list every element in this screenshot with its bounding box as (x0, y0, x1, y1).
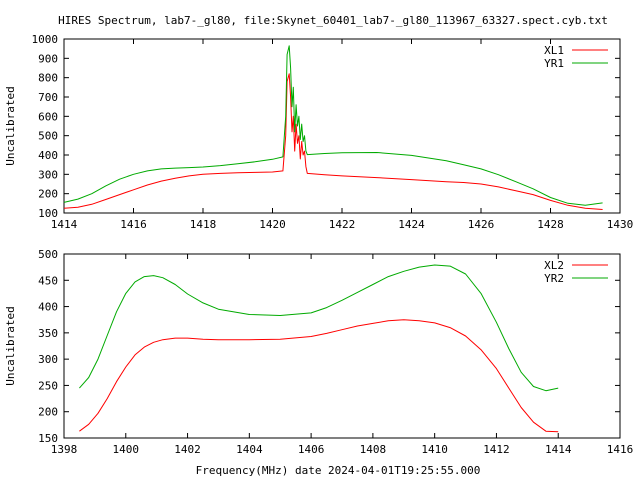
bottom-legend-label-yr2: YR2 (544, 272, 564, 285)
top-x-tick-label: 1416 (120, 218, 147, 231)
top-x-tick-label: 1422 (329, 218, 356, 231)
top-series-xl1-line (63, 73, 603, 210)
bottom-y-tick-label: 200 (38, 406, 58, 419)
top-x-ticks: 1414 1416 1418 1420 1422 1424 1426 1428 1430 (51, 39, 634, 231)
bottom-y-ticks: 150 200 250 300 350 400 450 500 (38, 248, 620, 445)
top-y-tick-label: 300 (38, 168, 58, 181)
bottom-x-tick-label: 1406 (298, 443, 325, 456)
bottom-series-xl2-line (79, 319, 559, 433)
x-axis-label: Frequency(MHz) date 2024-04-01T19:25:55.… (196, 464, 481, 477)
top-y-tick-label: 600 (38, 110, 58, 123)
bottom-y-tick-label: 150 (38, 432, 58, 445)
top-y-axis-label: Uncalibrated (4, 86, 17, 165)
top-series-yr1-line (63, 45, 603, 206)
bottom-plot-frame (63, 253, 621, 439)
top-y-tick-label: 200 (38, 188, 58, 201)
bottom-y-tick-label: 400 (38, 301, 58, 314)
top-y-tick-label: 900 (38, 52, 58, 65)
bottom-y-axis-label: Uncalibrated (4, 306, 17, 385)
top-plot-frame (63, 38, 621, 214)
top-x-tick-label: 1430 (607, 218, 634, 231)
bottom-x-tick-label: 1400 (113, 443, 140, 456)
top-x-tick-label: 1420 (259, 218, 286, 231)
bottom-x-tick-label: 1416 (607, 443, 634, 456)
bottom-legend-label-xl2: XL2 (544, 259, 564, 272)
top-spectrum-chart: 100 200 300 400 500 600 700 800 900 1000 1414 1416… (4, 33, 633, 231)
bottom-x-tick-label: 1414 (545, 443, 572, 456)
top-y-tick-label: 500 (38, 130, 58, 143)
bottom-x-tick-label: 1402 (174, 443, 201, 456)
bottom-x-tick-label: 1412 (483, 443, 510, 456)
bottom-y-tick-label: 500 (38, 248, 58, 261)
top-legend-label-xl1: XL1 (544, 44, 564, 57)
top-y-tick-label: 800 (38, 72, 58, 85)
bottom-y-tick-label: 300 (38, 353, 58, 366)
top-y-tick-label: 700 (38, 91, 58, 104)
bottom-series (79, 264, 559, 433)
top-series (63, 45, 603, 210)
top-x-tick-label: 1428 (537, 218, 564, 231)
bottom-x-tick-label: 1408 (360, 443, 387, 456)
bottom-y-tick-label: 450 (38, 274, 58, 287)
top-y-tick-label: 1000 (32, 33, 59, 46)
top-y-ticks: 100 200 300 400 500 600 700 800 900 1000 (32, 33, 620, 220)
bottom-series-yr2-line (79, 264, 559, 392)
bottom-y-tick-label: 250 (38, 379, 58, 392)
bottom-x-ticks: 1398 1400 1402 1404 1406 1408 1410 1412 1414 1416 (51, 254, 634, 456)
top-x-tick-label: 1414 (51, 218, 78, 231)
bottom-x-tick-label: 1398 (51, 443, 78, 456)
top-x-tick-label: 1418 (190, 218, 217, 231)
bottom-y-tick-label: 350 (38, 327, 58, 340)
chart-title: HIRES Spectrum, lab7-_gl80, file:Skynet_… (58, 14, 608, 27)
bottom-spectrum-chart: 150 200 250 300 350 400 450 500 1398 1400 1402 140… (4, 248, 633, 477)
top-legend-label-yr1: YR1 (544, 57, 564, 70)
top-x-tick-label: 1424 (398, 218, 425, 231)
top-y-tick-label: 400 (38, 149, 58, 162)
top-x-tick-label: 1426 (468, 218, 495, 231)
bottom-x-tick-label: 1410 (421, 443, 448, 456)
bottom-x-tick-label: 1404 (236, 443, 263, 456)
top-y-tick-label: 100 (38, 207, 58, 220)
